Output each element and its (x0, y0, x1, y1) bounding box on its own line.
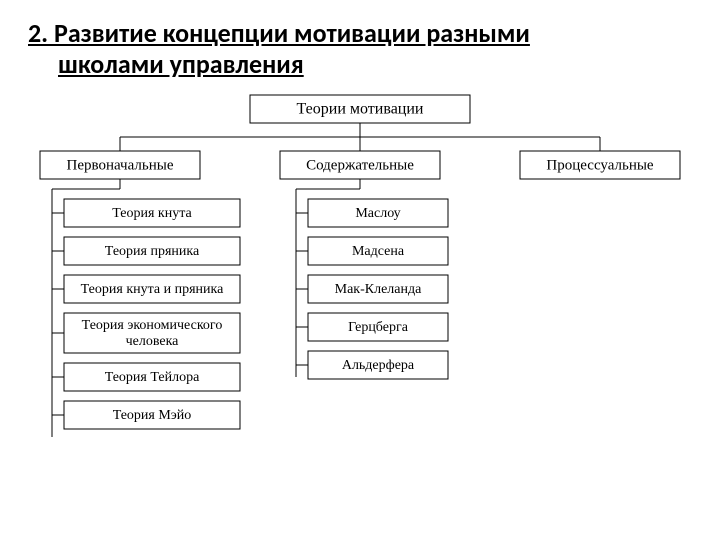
branch-label-0: Первоначальные (67, 158, 174, 174)
leaf-b0-0-label: Теория кнута (112, 207, 192, 222)
branch-label-1: Содержательные (306, 158, 414, 174)
title-line-2: школами управления (28, 49, 692, 80)
slide: 2. Развитие концепции мотивации разными … (0, 0, 720, 540)
hierarchy-diagram: Теории мотивации Первоначальные Содержат… (28, 89, 692, 529)
leaf-b1-1-label: Мадсена (352, 245, 405, 260)
leaf-b0-4-label: Теория Тейлора (105, 371, 200, 386)
leaf-b1-2-label: Мак-Клеланда (335, 283, 422, 298)
leaf-b1-0-label: Маслоу (355, 207, 400, 222)
leaf-b0-3-label-b: человека (126, 335, 180, 350)
page-title: 2. Развитие концепции мотивации разными … (28, 18, 692, 79)
title-line-1: 2. Развитие концепции мотивации разными (28, 17, 530, 49)
leaf-b0-2-label: Теория кнута и пряника (81, 283, 224, 298)
leaf-b1-4-label: Альдерфера (342, 359, 415, 374)
root-label: Теории мотивации (297, 101, 424, 118)
leaf-b0-1-label: Теория пряника (105, 245, 200, 260)
branch-label-2: Процессуальные (546, 158, 654, 174)
leaf-b0-3-label-a: Теория экономического (82, 319, 223, 334)
leaf-b0-5-label: Теория Мэйо (113, 409, 192, 424)
leaf-b1-3-label: Герцберга (348, 321, 409, 336)
